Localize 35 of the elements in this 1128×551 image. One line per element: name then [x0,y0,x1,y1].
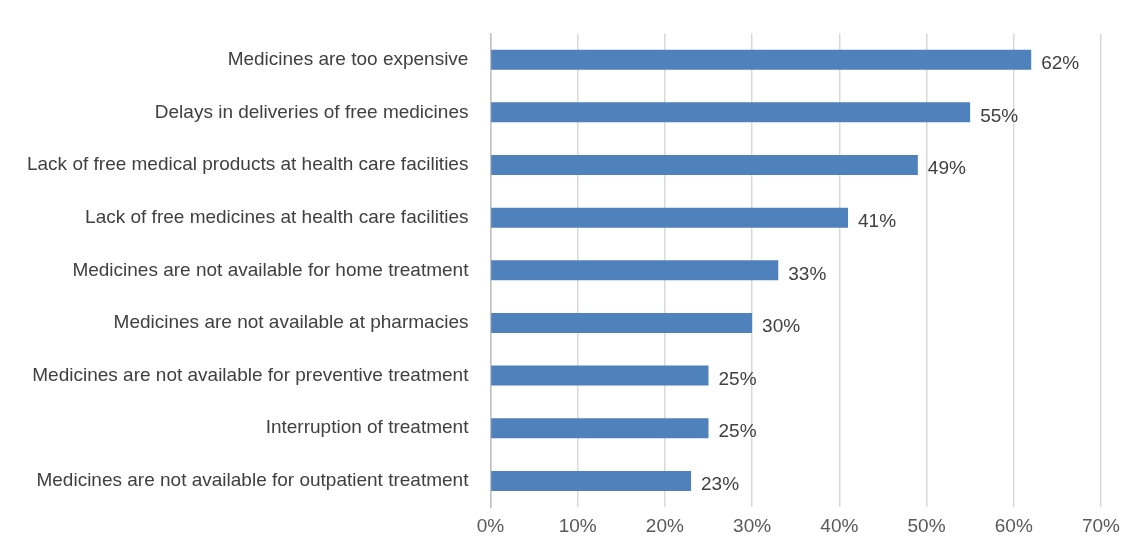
x-tick-label: 20% [645,514,684,536]
bar [491,155,918,176]
bar [491,102,971,123]
y-tick-label: Lack of free medical products at health care facilities [26,153,469,175]
bar [491,207,849,228]
x-tick-label: 50% [907,514,946,536]
x-tick-label: 30% [733,514,772,536]
data-label: 25% [718,367,757,389]
y-tick-label: Medicines are not available for home treatment [72,258,470,280]
data-label: 41% [858,209,897,231]
data-label: 30% [762,315,801,337]
x-tick-label: 40% [820,514,859,536]
y-tick-label: Medicines are not available at pharmacies [113,311,469,333]
x-tick-label: 60% [994,514,1033,536]
y-tick-label: Medicines are not available for preventive treatment [32,363,470,385]
y-tick-label: Medicines are not available for outpatient treatment [36,469,470,491]
y-tick-label: Medicines are too expensive [227,47,469,69]
bar [491,418,709,439]
x-tick-label: 10% [558,514,597,536]
data-label: 33% [788,262,827,284]
data-label: 49% [927,157,966,179]
y-tick-label: Lack of free medicines at health care facilities [85,205,469,227]
y-tick-label: Interruption of treatment [265,416,470,438]
data-label: 23% [701,473,740,495]
bar [491,365,709,386]
x-tick-label: 70% [1081,514,1121,536]
bar [491,470,692,491]
y-tick-label: Delays in deliveries of free medicines [154,100,469,122]
data-label: 25% [718,420,757,442]
bar [491,260,779,281]
bar [491,49,1032,70]
x-tick-label: 0% [476,514,505,536]
data-label: 62% [1041,51,1080,73]
bar [491,312,753,333]
data-label: 55% [980,104,1019,126]
